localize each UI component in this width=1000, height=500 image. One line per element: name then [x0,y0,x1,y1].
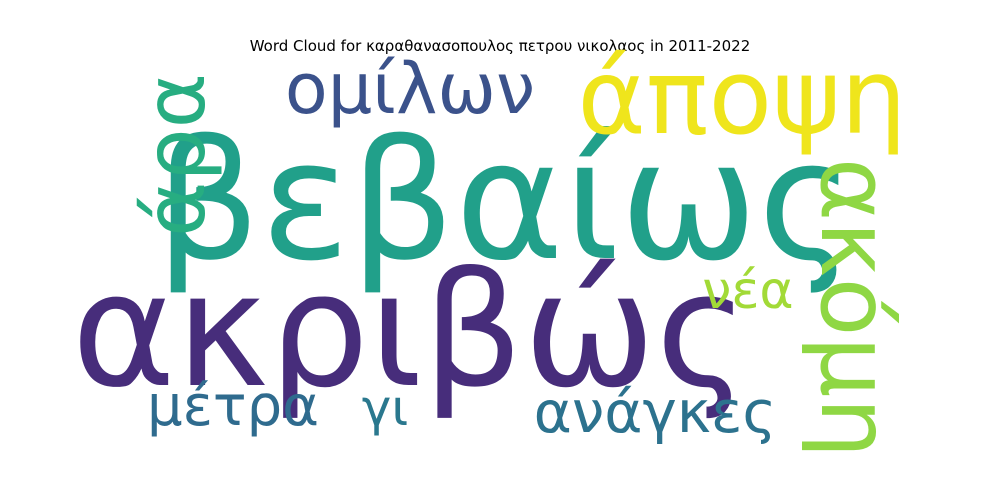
word-9: νέα [702,261,793,321]
word-4: ακόμη [799,158,911,459]
word-5: άρα [126,73,224,237]
word-7: ανάγκες [534,378,777,446]
word-1: βεβαίως [155,105,854,297]
word-2: ακριβώς [72,239,749,423]
word-3: άποψη [577,36,906,158]
chart-title: Word Cloud for καραθανασοπουλος πετρου ν… [249,37,751,55]
word-8: μέτρα [147,374,319,439]
word-10: γι [362,379,409,437]
word-6: ομίλων [285,48,535,130]
